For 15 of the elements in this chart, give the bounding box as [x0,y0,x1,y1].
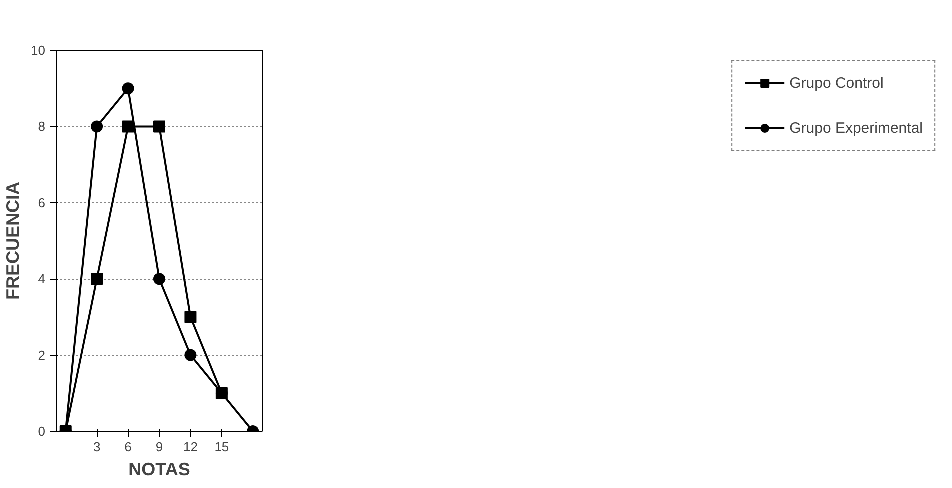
y-tick-label: 6 [38,195,46,210]
x-tick-label: 3 [93,440,101,454]
x-tick-label: 15 [214,440,230,454]
x-tick-label: 6 [124,440,132,454]
x-tick-label: 9 [156,440,164,454]
y-tick-label: 8 [38,119,46,134]
y-tick-label: 4 [38,272,46,287]
y-tick-label: 2 [38,348,46,363]
y-tick-label: 0 [38,424,46,439]
legend-label: Grupo Control [790,74,884,92]
legend-label: Grupo Experimental [790,120,923,136]
x-tick-label: 12 [183,440,198,454]
x-axis-title: NOTAS [128,460,190,480]
y-axis-title: FRECUENCIA [3,182,24,300]
y-tick-label: 10 [31,43,46,58]
